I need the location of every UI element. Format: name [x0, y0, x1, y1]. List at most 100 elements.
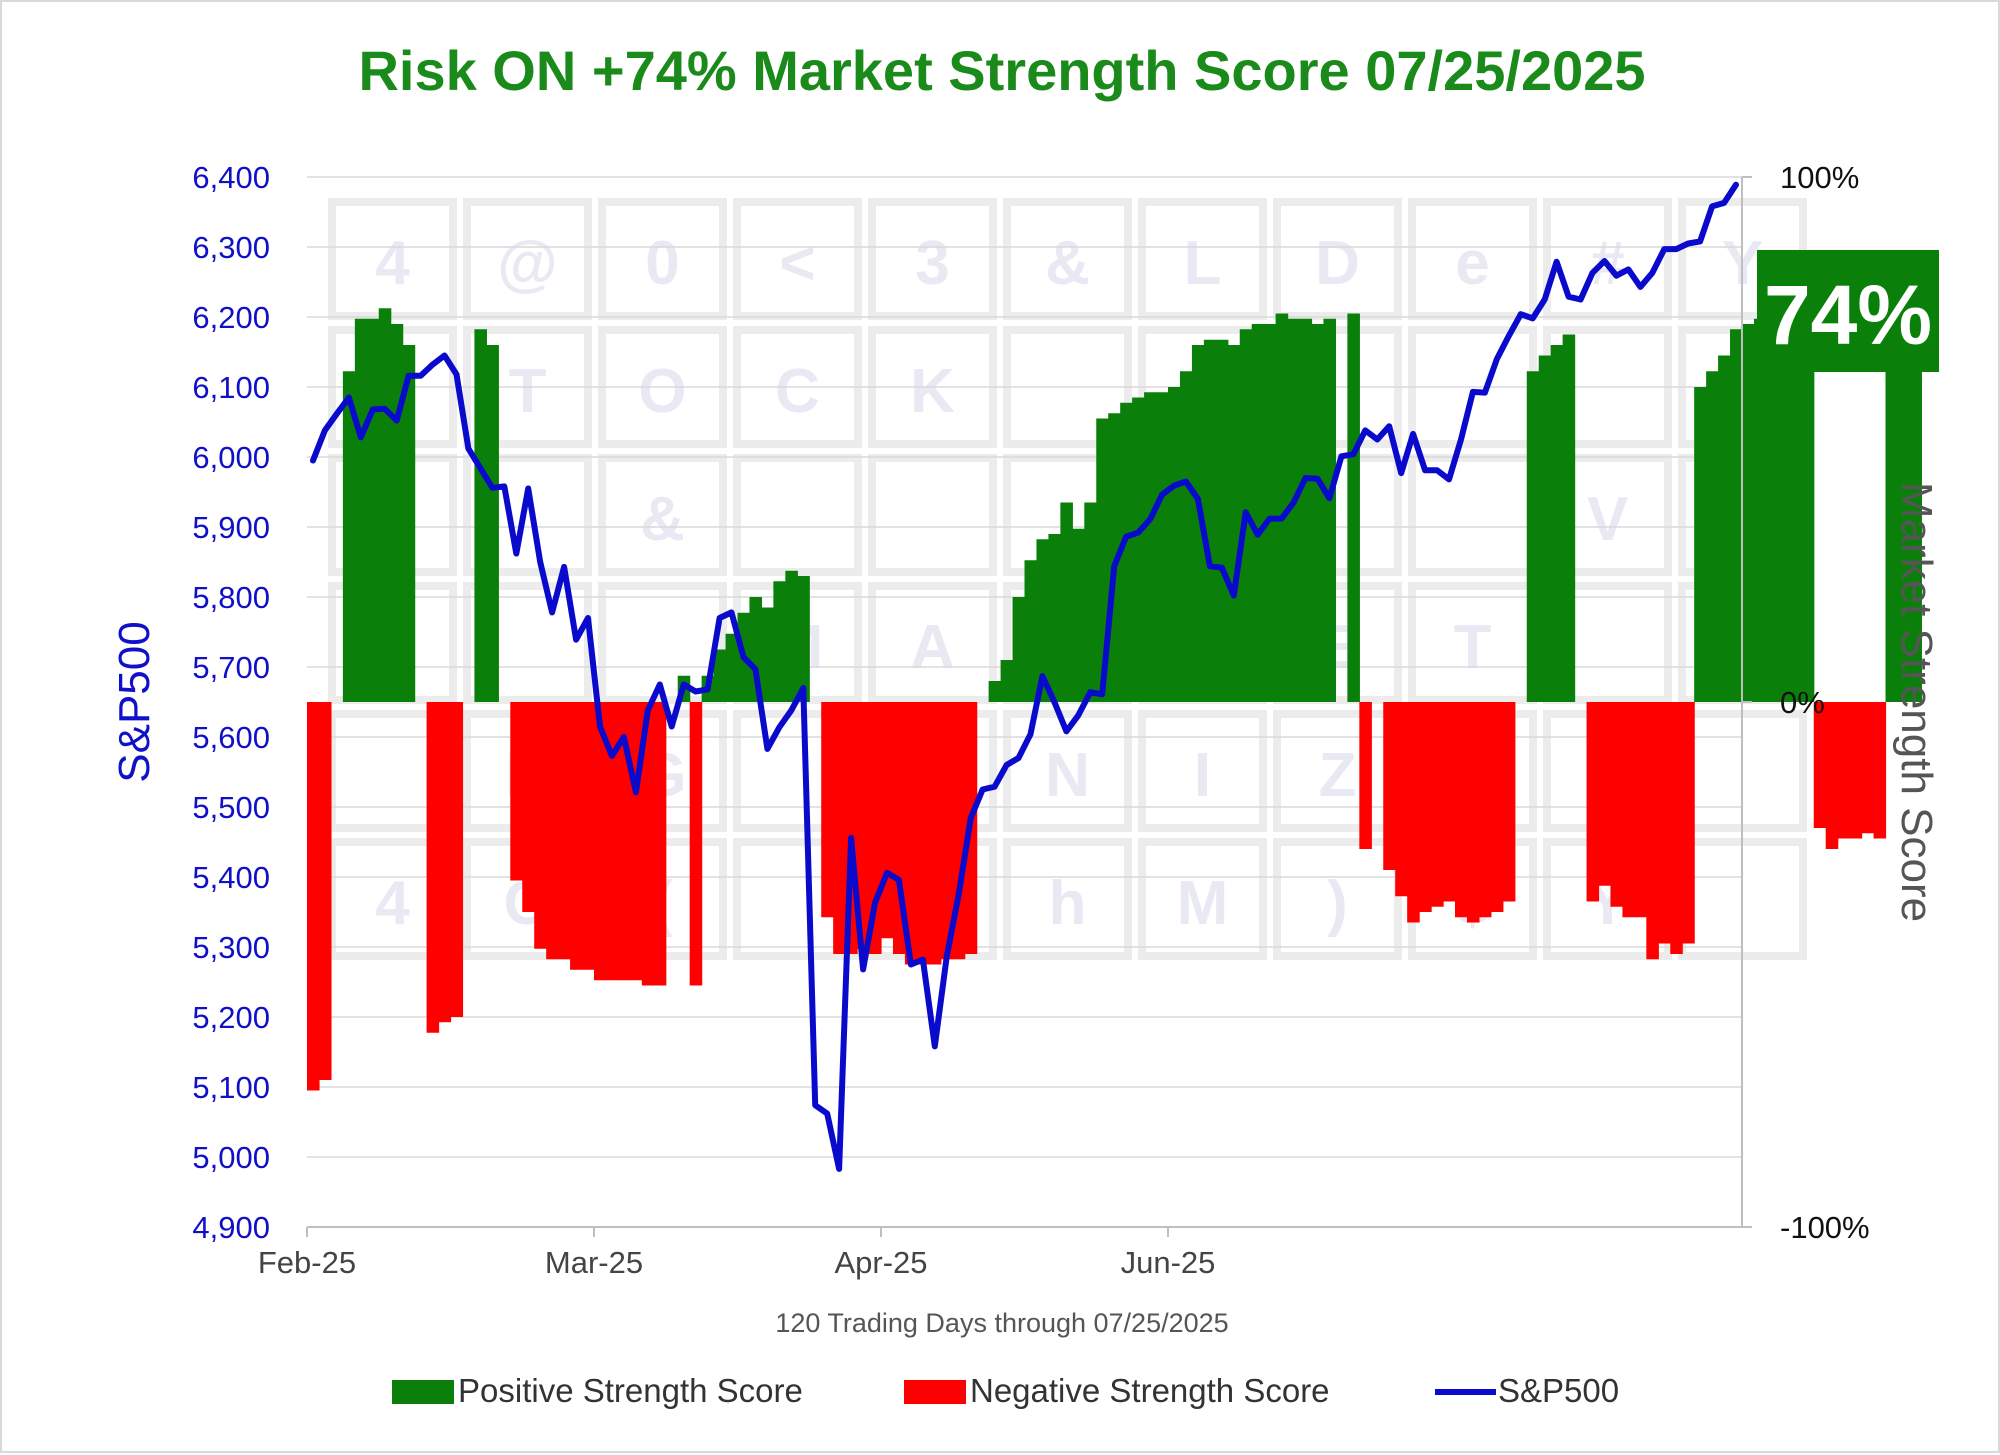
sp500-point: [1125, 536, 1127, 538]
left-tick-label: 5,800: [192, 580, 270, 615]
watermark-cell: [868, 198, 997, 320]
sp500-point: [1460, 439, 1462, 440]
watermark-cell: [598, 198, 727, 320]
sp500-point: [372, 408, 374, 410]
bar-positive: [1060, 502, 1073, 702]
sp500-point: [587, 617, 589, 619]
bar-positive: [1263, 324, 1277, 702]
sp500-point: [491, 487, 493, 489]
bar-negative: [582, 702, 595, 970]
sp500-point: [1364, 429, 1366, 431]
bar-positive: [1000, 660, 1014, 702]
sp500-point: [1532, 317, 1534, 319]
sp500-point: [1448, 478, 1450, 480]
bar-positive: [988, 681, 1002, 702]
bar-positive: [1753, 318, 1767, 702]
sp500-point: [874, 902, 876, 904]
sp500-point: [1424, 469, 1426, 471]
watermark-letter: N: [1045, 741, 1090, 810]
bar-negative: [1813, 702, 1827, 828]
bar-negative: [1502, 702, 1516, 902]
sp500-point: [1675, 248, 1677, 250]
sp500-point: [838, 1168, 840, 1170]
sp500-point: [396, 420, 398, 422]
watermark-letter: <: [779, 229, 815, 298]
sp500-point: [432, 364, 434, 366]
bar-negative: [1658, 702, 1671, 944]
bar-positive: [1287, 318, 1301, 702]
sp500-point: [958, 894, 960, 895]
sp500-point: [1305, 477, 1307, 479]
bar-negative: [1586, 702, 1600, 902]
bar-positive: [1562, 334, 1576, 702]
left-tick-label: 5,000: [192, 1140, 270, 1175]
sp500-point: [515, 553, 517, 555]
left-axis-title: S&P500: [110, 621, 159, 782]
left-tick-label: 6,100: [192, 370, 270, 405]
sp500-point: [790, 709, 792, 711]
bar-negative: [1395, 702, 1408, 897]
sp500-point: [1388, 425, 1390, 427]
sp500-point: [719, 617, 721, 619]
x-tick-label: Jun-25: [1121, 1245, 1216, 1280]
left-tick-label: 5,400: [192, 860, 270, 895]
sp500-point: [898, 879, 900, 881]
bar-positive: [390, 324, 404, 702]
watermark-cell: [598, 454, 727, 576]
bar-positive: [1347, 313, 1360, 702]
sp500-point: [1197, 498, 1199, 500]
x-tick-label: Mar-25: [545, 1245, 643, 1280]
bar-positive: [474, 329, 487, 702]
sp500-point: [922, 959, 924, 961]
strength-score-bars: [307, 308, 1922, 1091]
bar-negative: [1646, 702, 1659, 960]
watermark-cell: [1408, 198, 1537, 320]
watermark-letter: D: [1315, 229, 1360, 298]
sp500-point: [1400, 472, 1402, 474]
bar-negative: [857, 702, 870, 949]
watermark-letter: 3: [915, 229, 949, 298]
sp500-point: [695, 691, 697, 692]
watermark-letter: C: [775, 357, 820, 426]
sp500-point: [778, 726, 780, 728]
bar-negative: [534, 702, 547, 949]
sp500-point: [1137, 532, 1139, 534]
sp500-point: [420, 375, 422, 377]
watermark-cell: [463, 454, 592, 576]
bar-negative: [821, 702, 834, 918]
sp500-point: [1352, 453, 1354, 455]
left-tick-label: 6,300: [192, 230, 270, 265]
sp500-point: [814, 1104, 816, 1106]
sp500-point: [1149, 518, 1151, 520]
bar-positive: [1168, 387, 1181, 702]
sp500-point: [1615, 275, 1617, 277]
sp500-point: [1627, 268, 1629, 270]
bar-negative: [881, 702, 894, 939]
bar-positive: [1203, 339, 1217, 702]
bar-positive: [1120, 402, 1133, 702]
sp500-point: [1711, 205, 1713, 207]
sp500-point: [1006, 764, 1008, 766]
sp500-point: [647, 709, 649, 711]
left-tick-label: 5,600: [192, 720, 270, 755]
watermark-cell: [1138, 838, 1267, 960]
bar-positive: [1144, 392, 1157, 702]
watermark-letter: K: [910, 357, 955, 426]
bar-negative: [1670, 702, 1683, 954]
sp500-point: [1101, 693, 1103, 695]
sp500-point: [1568, 296, 1570, 298]
sp500-point: [1436, 469, 1438, 471]
bar-positive: [1227, 345, 1241, 702]
bar-negative: [605, 702, 619, 981]
x-axis-title: 120 Trading Days through 07/25/2025: [775, 1308, 1228, 1338]
watermark-letter: @: [497, 229, 557, 298]
sp500-point: [850, 837, 852, 839]
watermark-letter: 4: [375, 869, 410, 938]
bar-negative: [1837, 702, 1851, 839]
bar-positive: [354, 318, 368, 702]
left-tick-label: 6,400: [192, 160, 270, 195]
bar-positive: [1012, 597, 1026, 702]
sp500-point: [384, 408, 386, 410]
bar-negative: [522, 702, 535, 912]
